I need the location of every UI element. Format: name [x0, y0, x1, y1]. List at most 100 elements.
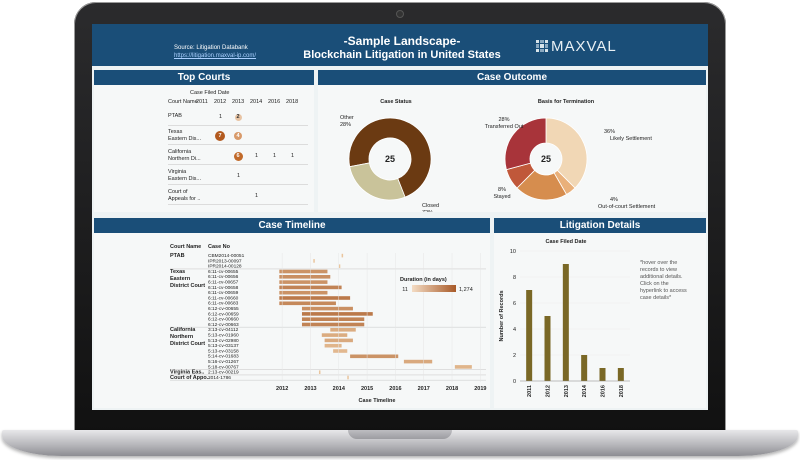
timeline-tick: 2015 [361, 386, 373, 392]
timeline-court-header: Court Name [170, 244, 201, 250]
court-label: Eastern Dis... [168, 136, 202, 142]
details-bar [562, 264, 569, 381]
case-number: 5:18-cv-00767 [208, 364, 239, 370]
logo-grid-icon [536, 40, 548, 52]
court-year-count[interactable]: 1 [291, 153, 295, 159]
maxval-logo: MAXVAL [536, 37, 617, 55]
timeline-x-label: Case Timeline [359, 398, 396, 404]
duration-legend-title: Duration (in days) [400, 277, 447, 283]
dashboard-header: Source: Litigation Databank https://liti… [92, 24, 708, 66]
court-label: Appeals for .. [168, 196, 201, 202]
case-duration-bar [330, 328, 356, 332]
case-number: 6:11-cv-00658 [208, 285, 239, 291]
timeline-court-label: District Court [170, 341, 205, 347]
case-duration-bar [318, 370, 321, 374]
case-number: IPR2014-00128 [208, 264, 242, 270]
litigation-details-chart: Case Filed Date 0 2 4 6 8 10 Number of Records 2… [499, 239, 687, 397]
case-number: 2014-1786 [208, 375, 231, 381]
court-year-count[interactable]: 1 [219, 114, 223, 120]
row-divider [168, 204, 308, 205]
case-number: 6:11-cv-00659 [208, 290, 239, 296]
case-status-total: 25 [385, 154, 395, 164]
donut-slice [545, 117, 588, 189]
duration-legend-min: 11 [402, 287, 408, 293]
case-number: 5:13-cv-01960 [208, 333, 239, 339]
title-line-2: Blockchain Litigation in United States [303, 49, 501, 61]
timeline-tick: 2018 [446, 386, 458, 392]
termination-label: Out-of-court Settlement [598, 204, 656, 210]
court-year-count[interactable]: 4 [234, 132, 242, 140]
timeline-case-header: Case No [208, 244, 231, 250]
court-label: California [168, 149, 192, 155]
case-timeline-chart: Court Name Case No CBM2014-00051IPR2013-00… [170, 244, 486, 404]
details-bar [617, 368, 624, 381]
details-y-tick: 6 [513, 301, 516, 307]
case-number: 6:11-cv-00655 [208, 269, 239, 275]
year-header: 2012 [214, 99, 227, 105]
details-note: *hover over the records to view additional… [640, 260, 687, 301]
duration-legend-max: 1,274 [459, 287, 473, 293]
court-label: Court of [168, 189, 188, 195]
court-year-count[interactable]: 6 [233, 151, 243, 161]
court-year-count[interactable]: 1 [237, 173, 241, 179]
donut-slice [504, 117, 547, 171]
source-link[interactable]: https://litigation.maxval-ip.com/ [174, 53, 257, 59]
timeline-court-label: District Court [170, 283, 205, 289]
source-text: Source: Litigation Databank [174, 45, 248, 51]
case-duration-bar [350, 354, 399, 359]
case-number: 6:11-cv-00657 [208, 280, 239, 286]
timeline-court-label: Northern [170, 334, 194, 340]
court-year-count[interactable]: 1 [255, 193, 259, 199]
court-label: Eastern Dis... [168, 176, 202, 182]
donut-slice [349, 162, 406, 201]
closed-label: Closed [422, 203, 439, 209]
timeline-court-label: Court of Appo.. [170, 375, 210, 381]
case-number: 5:13-cv-02980 [208, 338, 239, 344]
details-bar [581, 355, 588, 381]
court-year-count[interactable]: 1 [273, 153, 277, 159]
row-divider [168, 125, 308, 126]
case-outcome-panel: Case Outcome Case Status 25 Other 28% Closed… [318, 70, 706, 212]
timeline-tick: 2013 [304, 386, 316, 392]
case-duration-bar [321, 333, 348, 337]
court-year-count[interactable]: 1 [255, 153, 259, 159]
case-duration-bar [301, 312, 373, 316]
termination-total: 25 [541, 154, 551, 164]
termination-pct: 36% [604, 129, 615, 135]
details-bar [599, 368, 606, 381]
details-x-tick: 2011 [527, 385, 533, 397]
litigation-details-title: Litigation Details [494, 218, 706, 233]
duration-legend-bar [412, 285, 456, 292]
case-number: 2:13-cv-00219 [208, 370, 239, 376]
closed-pct: 72% [422, 210, 433, 212]
court-name-header: Court Name [168, 99, 198, 105]
case-number: 6:12-cv-00659 [208, 311, 239, 317]
row-divider [168, 164, 308, 165]
timeline-tick: 2019 [474, 386, 486, 392]
litigation-details-panel: Litigation Details Case Filed Date 0 2 4 6 8 1… [494, 218, 706, 408]
court-year-count[interactable]: 7 [215, 131, 225, 141]
court-year-count[interactable]: 2 [234, 113, 242, 121]
case-number: 6:12-cv-00663 [208, 322, 239, 328]
timeline-tick: 2014 [333, 386, 346, 392]
case-number: 6:12-cv-00655 [208, 306, 239, 312]
case-duration-bar [454, 365, 472, 369]
logo-text: MAXVAL [551, 37, 617, 55]
termination-label: Stayed [493, 194, 510, 200]
details-y-tick: 2 [513, 353, 516, 359]
case-duration-bar [313, 259, 315, 263]
case-duration-bar [301, 317, 365, 321]
timeline-court-label: California [170, 327, 196, 333]
year-header: 2018 [286, 99, 299, 105]
case-duration-bar [279, 301, 336, 306]
court-label: Northern Di... [168, 156, 201, 162]
laptop-notch [348, 430, 452, 439]
termination-pct: 8% [498, 187, 506, 193]
timeline-tick: 2012 [276, 386, 288, 392]
court-label: Virginia [168, 169, 187, 175]
case-duration-bar [403, 359, 433, 364]
case-duration-bar [347, 375, 349, 380]
court-label: Texas [168, 129, 183, 135]
case-outcome-title: Case Outcome [318, 70, 706, 85]
